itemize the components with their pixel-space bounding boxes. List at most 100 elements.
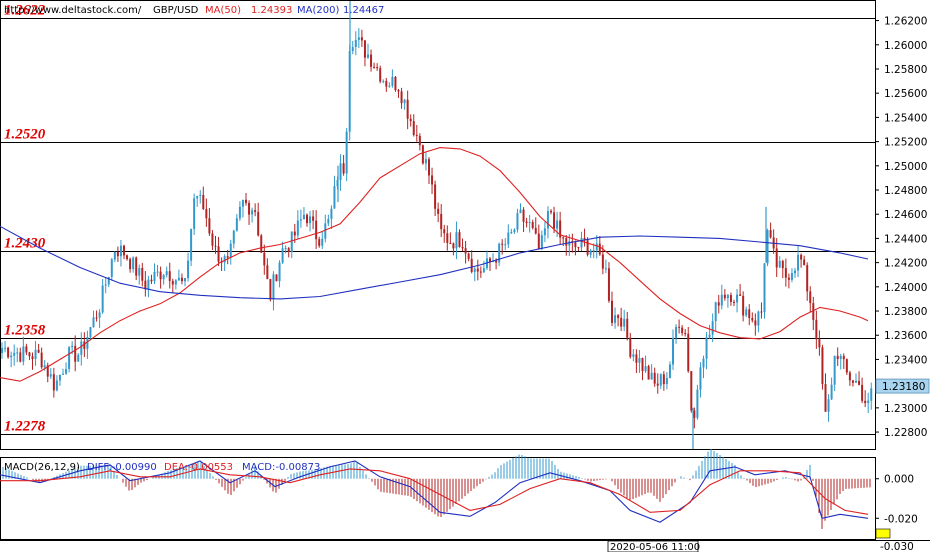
candle-body [68,347,71,370]
candle-body [684,333,687,335]
candle [162,273,165,285]
candle [611,291,613,327]
candle [418,133,421,151]
candle [397,89,400,98]
candle-body [675,326,678,338]
candle [699,362,702,398]
candle-body [98,312,101,318]
candle [62,368,64,375]
candle [55,375,58,392]
candle-body [611,300,613,323]
candle [446,225,449,251]
candle [550,209,552,215]
ma50-line [0,147,869,382]
candle [836,347,839,366]
candle-body [668,364,671,379]
candle-body [794,270,796,274]
candle [519,203,522,214]
candle-body [833,355,836,385]
level-label: 1.2430 [4,236,46,252]
candle [476,259,479,281]
candle [7,346,10,359]
candle [763,263,766,319]
candle-body [662,374,665,385]
candle [818,330,821,356]
candle [437,202,440,223]
candle-body [812,303,815,320]
candle [119,239,122,267]
candle-body [290,231,293,252]
price-tick-label: 1.24200 [884,258,927,270]
candle-body [842,355,845,360]
candle [696,384,699,420]
candle [299,209,302,228]
price-tick-label: 1.23000 [884,403,927,415]
candle-body [263,252,266,266]
candle [144,271,147,297]
candle [388,82,391,88]
candle-body [223,256,226,263]
candle [736,288,739,313]
candle [238,201,241,221]
candle [428,157,430,185]
candle [787,273,790,289]
candle-body [306,214,308,224]
price-tick-label: 1.25400 [884,112,927,124]
price-tick-label: 1.23600 [884,330,927,342]
candle [46,362,49,383]
candle-body [723,294,726,299]
price-tick-label: 1.25000 [884,161,927,173]
candle-body [266,265,269,280]
candle [226,249,229,265]
candle-body [80,341,83,355]
candle-body [800,254,803,260]
candle-body [403,99,406,104]
candle-body [644,366,647,372]
candle [806,262,809,301]
candle-body [546,210,549,229]
candle [34,340,37,366]
candle-body [592,250,595,252]
candle-body [537,233,540,249]
candle-body [717,302,720,306]
candle-body [196,195,199,199]
candle [632,349,635,362]
candle [171,278,174,293]
candle-body [202,194,205,210]
candle [49,368,52,379]
candle-body [803,259,806,266]
candle-body [141,267,144,281]
candle [501,239,504,255]
candle-body [406,99,409,119]
candle [141,262,144,287]
candle [803,255,806,266]
candle [318,236,321,248]
candle-body [144,280,147,290]
candle-body [431,175,434,185]
candle-body [781,260,784,269]
candle [848,370,851,386]
candle-body [211,233,214,246]
candle-body [553,212,556,229]
candle [525,217,528,228]
candle [845,358,848,375]
candle [559,211,562,246]
candle [138,264,141,285]
candle-body [379,68,382,82]
candle-body [729,295,732,302]
candle-body [184,278,186,282]
candle-body [235,218,238,231]
candle-body [376,67,379,69]
candle [214,235,217,254]
candle-body [345,131,348,174]
candle-body [412,121,415,135]
candle-body [110,259,113,277]
candle [540,230,543,251]
candle [28,351,31,361]
price-tick-label: 1.25600 [884,88,927,100]
candle [153,263,156,285]
candle-body [415,134,418,136]
ma200-value: 1.24467 [343,5,384,16]
candle [367,43,369,59]
candle [37,343,40,354]
